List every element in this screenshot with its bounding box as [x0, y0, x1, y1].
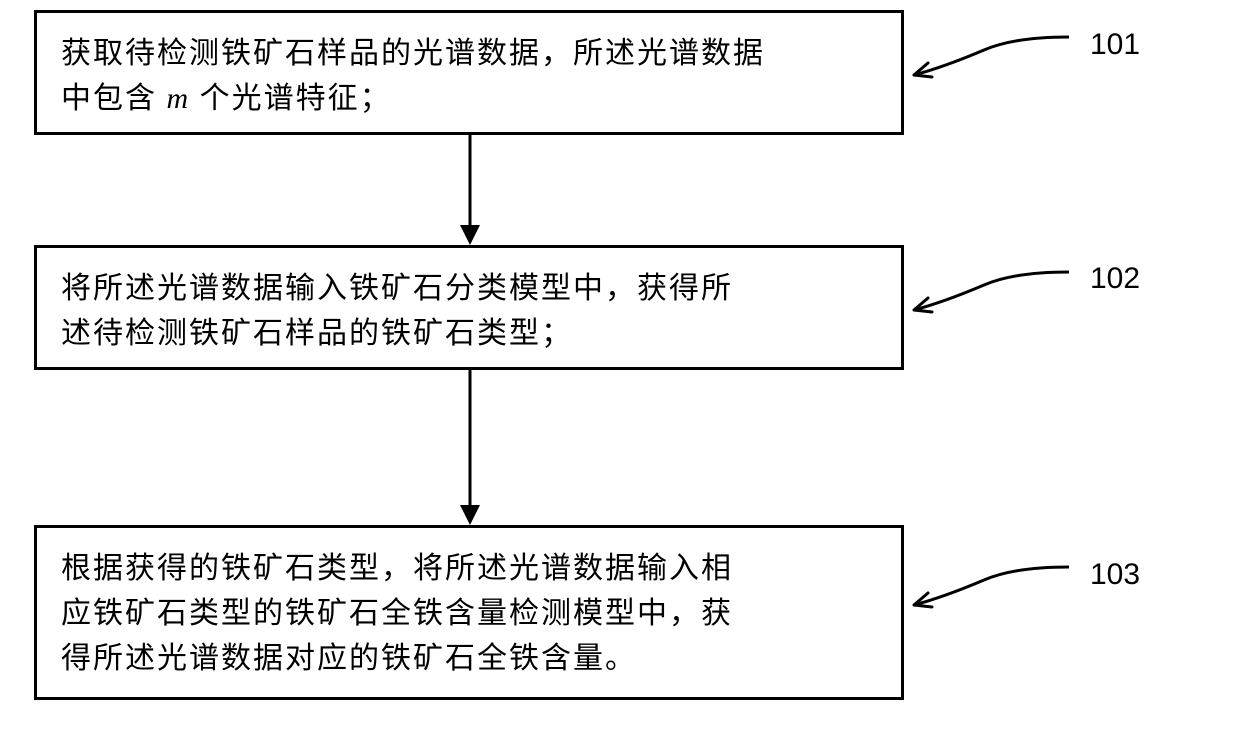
- step-box-1: 获取待检测铁矿石样品的光谱数据，所述光谱数据 中包含 m 个光谱特征；: [34, 10, 904, 135]
- connector-arrow-103: [904, 555, 1084, 615]
- step-3-text: 根据获得的铁矿石类型，将所述光谱数据输入相 应铁矿石类型的铁矿石全铁含量检测模型…: [61, 546, 877, 681]
- step-1-line2-pre: 中包含: [61, 82, 167, 115]
- step-1-line1: 获取待检测铁矿石样品的光谱数据，所述光谱数据: [61, 37, 765, 70]
- flowchart-container: 获取待检测铁矿石样品的光谱数据，所述光谱数据 中包含 m 个光谱特征； 将所述光…: [0, 0, 1240, 739]
- step-label-102: 102: [1090, 262, 1140, 296]
- step-2-line1: 将所述光谱数据输入铁矿石分类模型中，获得所: [61, 272, 733, 305]
- step-3-line1: 根据获得的铁矿石类型，将所述光谱数据输入相: [61, 552, 733, 585]
- connector-arrow-102: [904, 260, 1084, 320]
- step-1-text: 获取待检测铁矿石样品的光谱数据，所述光谱数据 中包含 m 个光谱特征；: [61, 31, 877, 121]
- step-3-line2: 应铁矿石类型的铁矿石全铁含量检测模型中，获: [61, 597, 733, 630]
- step-box-3: 根据获得的铁矿石类型，将所述光谱数据输入相 应铁矿石类型的铁矿石全铁含量检测模型…: [34, 525, 904, 700]
- step-2-text: 将所述光谱数据输入铁矿石分类模型中，获得所 述待检测铁矿石样品的铁矿石类型；: [61, 266, 877, 356]
- down-arrow-1-to-2: [450, 135, 490, 245]
- step-box-2: 将所述光谱数据输入铁矿石分类模型中，获得所 述待检测铁矿石样品的铁矿石类型；: [34, 245, 904, 370]
- step-2-line2: 述待检测铁矿石样品的铁矿石类型；: [61, 317, 573, 350]
- step-1-line2-post: 个光谱特征；: [190, 82, 392, 115]
- step-1-var-m: m: [167, 82, 191, 115]
- step-3-line3: 得所述光谱数据对应的铁矿石全铁含量。: [61, 642, 637, 675]
- step-label-101: 101: [1090, 28, 1140, 62]
- down-arrow-2-to-3: [450, 370, 490, 525]
- step-label-103: 103: [1090, 558, 1140, 592]
- connector-arrow-101: [904, 25, 1084, 85]
